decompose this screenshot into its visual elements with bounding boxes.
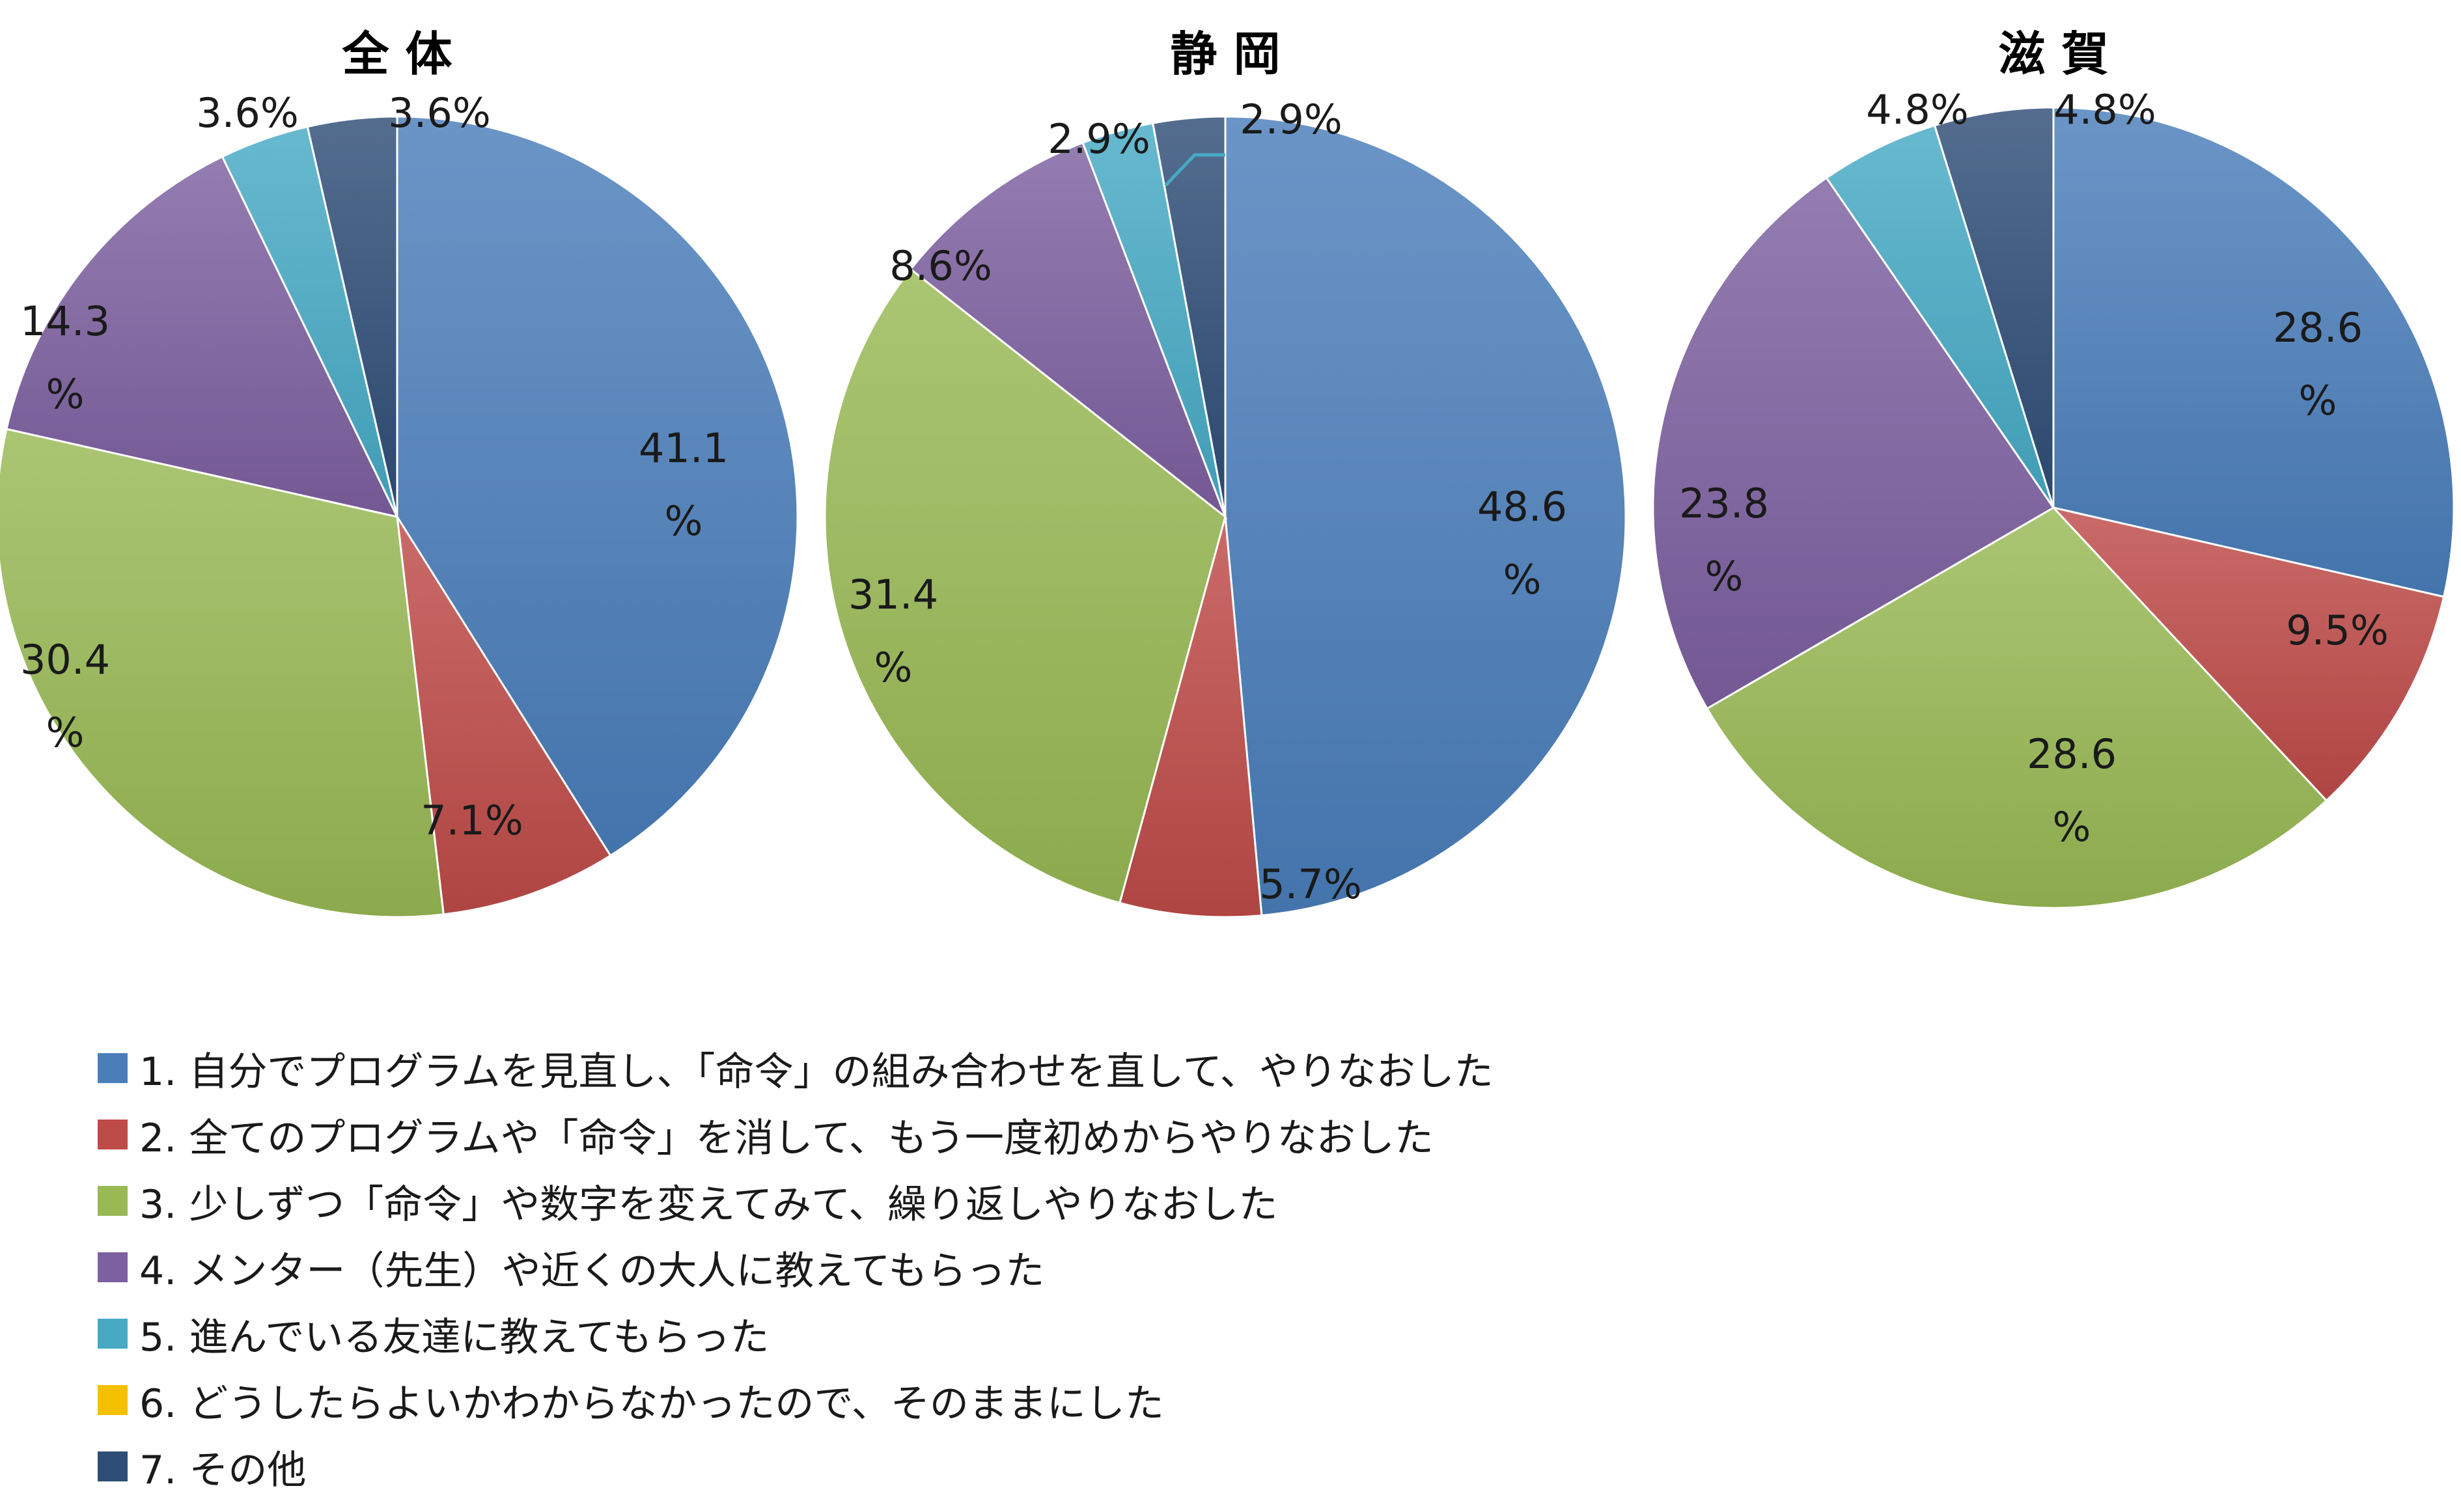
legend-label: 7. その他 (139, 1447, 307, 1493)
data-label: 3.6% (388, 89, 491, 137)
legend-swatch (98, 1252, 128, 1282)
data-label: 28.6% (2027, 730, 2117, 851)
legend-label: 3. 少しずつ「命令」や数字を変えてみて、繰り返しやりなおした (139, 1181, 1278, 1228)
pie-slice-3 (0, 428, 445, 918)
legend-label: 6. どうしたらよいかわからなかったので、そのままにした (139, 1381, 1164, 1427)
data-label: 23.8% (1679, 480, 1769, 600)
pie-slice-5 (1825, 124, 2055, 508)
data-label: 7.1% (421, 797, 523, 844)
data-label: 28.6% (2273, 304, 2363, 424)
data-label: 41.1% (639, 424, 729, 545)
data-label: 2.9% (1048, 115, 1150, 163)
legend-swatch (98, 1451, 128, 1481)
legend-label: 5. 進んでいる友達に教えてもらった (139, 1314, 770, 1360)
data-label: 31.4% (848, 571, 938, 691)
data-label: 14.3% (20, 297, 110, 418)
data-label: 30.4% (20, 636, 110, 756)
pie-chart-2: 静 岡 48.6 % 5.7% 31.4 % 8.6% 2.9% 2.9% (824, 27, 1627, 918)
pie-slice-7 (1933, 106, 2055, 508)
data-label: 5.7% (1259, 860, 1362, 908)
chart-title: 静 岡 (1170, 27, 1280, 81)
pie-slice-4 (1652, 176, 2055, 710)
data-label: 2.9% (1240, 96, 1342, 143)
legend-swatch (98, 1053, 128, 1083)
legend-swatch (98, 1186, 128, 1216)
pie-slice-1 (1224, 115, 1627, 917)
legend-item: 6. どうしたらよいかわからなかったので、そのままにした (98, 1367, 1494, 1433)
chart-title: 滋 賀 (1998, 27, 2108, 81)
pie-slice-2 (1119, 516, 1263, 918)
data-label: 48.6% (1477, 483, 1567, 603)
legend-item: 2. 全てのプログラムや「命令」を消して、もう一度初めからやりなおした (98, 1101, 1494, 1168)
legend-item: 1. 自分でプログラムを見直し、「命令」の組み合わせを直して、やりなおした (98, 1035, 1494, 1101)
legend-item: 5. 進んでいる友達に教えてもらった (98, 1300, 1494, 1367)
data-label: 9.5% (2286, 607, 2389, 654)
legend-swatch (98, 1120, 128, 1149)
legend-label: 4. メンター（先生）や近くの大人に教えてもらった (139, 1248, 1045, 1294)
data-label: 8.6% (889, 242, 992, 290)
legend-swatch (98, 1385, 128, 1415)
pie-slice-4 (5, 155, 399, 519)
pie-slice-3 (824, 268, 1227, 905)
pie-chart-1: 全 体 41.1 % 7.1% 30.4 % 14.3 % 3.6% 3.6% (0, 27, 799, 918)
legend-item: 7. その他 (98, 1433, 1494, 1500)
pie-charts: 全 体 41.1 % 7.1% 30.4 % 14.3 % 3.6% 3.6% 静 岡 48.6 % 5.… (0, 27, 2455, 918)
legend: 1. 自分でプログラムを見直し、「命令」の組み合わせを直して、やりなおした 2. … (98, 1035, 1494, 1500)
legend-item: 4. メンター（先生）や近くの大人に教えてもらった (98, 1234, 1494, 1300)
data-label: 4.8% (2053, 86, 2156, 133)
pie-slice-3 (1705, 506, 2328, 909)
legend-item: 3. 少しずつ「命令」や数字を変えてみて、繰り返しやりなおした (98, 1168, 1494, 1234)
leader-line (1164, 153, 1225, 187)
data-label: 4.8% (1866, 86, 1969, 133)
pie-slice-7 (306, 115, 398, 517)
data-label: 3.6% (196, 89, 299, 137)
pie-slice-7 (1151, 115, 1227, 517)
pie-slice-4 (909, 141, 1228, 520)
legend-label: 2. 全てのプログラムや「命令」を消して、もう一度初めからやりなおした (139, 1115, 1434, 1161)
legend-label: 1. 自分でプログラムを見直し、「命令」の組み合わせを直して、やりなおした (139, 1049, 1494, 1095)
pie-slice-1 (2052, 106, 2455, 598)
pie-slice-2 (396, 516, 612, 916)
pie-slice-1 (396, 115, 799, 857)
pie-slice-2 (2050, 506, 2445, 803)
legend-swatch (98, 1319, 128, 1349)
chart-title: 全 体 (341, 27, 452, 81)
pie-chart-3: 滋 賀 28.6 % 9.5% 28.6 % 23.8 % 4.8% 4.8% (1652, 27, 2455, 909)
